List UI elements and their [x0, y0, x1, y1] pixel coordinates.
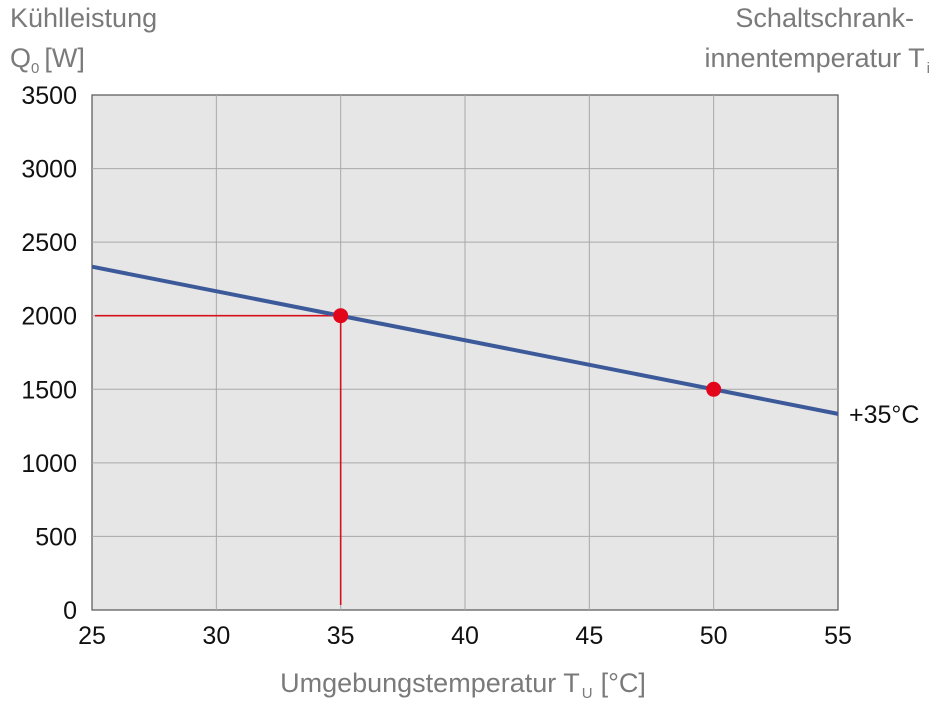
y-axis-unit: [W]	[44, 43, 85, 73]
y-tick-label: 500	[35, 523, 77, 551]
x-tick-label: 50	[700, 622, 728, 650]
x-tick-label: 45	[575, 622, 603, 650]
right-title-subscript: i	[927, 60, 930, 77]
x-tick-label: 25	[78, 622, 106, 650]
y-tick-label: 0	[63, 597, 77, 625]
y-axis-symbol: Q	[10, 43, 31, 73]
x-tick-labels: 25 30 35 40 45 50 55	[78, 622, 852, 650]
series-label: +35°C	[849, 401, 919, 429]
x-tick-label: 55	[824, 622, 852, 650]
y-axis-title-line2: Q0 [W]	[10, 43, 85, 77]
x-tick-label: 30	[202, 622, 230, 650]
y-tick-label: 1000	[21, 450, 77, 478]
y-tick-label: 1500	[21, 376, 77, 404]
x-tick-label: 40	[451, 622, 479, 650]
data-point-marker	[333, 308, 349, 324]
x-tick-label: 35	[327, 622, 355, 650]
x-axis-title-text: Umgebungstemperatur T	[280, 668, 580, 698]
y-tick-label: 3000	[21, 156, 77, 184]
x-axis-subscript: U	[582, 685, 593, 702]
reference-lines	[95, 314, 342, 605]
y-tick-label: 3500	[21, 82, 77, 110]
x-axis-title: Umgebungstemperatur T U [°C]	[280, 668, 646, 702]
y-tick-label: 2500	[21, 229, 77, 257]
data-point-marker	[706, 381, 722, 397]
x-axis-unit: [°C]	[601, 668, 646, 698]
right-title-text: innentemperatur T	[705, 43, 925, 73]
right-title-line1: Schaltschrank-	[735, 3, 914, 33]
y-axis-subscript: 0	[31, 60, 39, 77]
y-tick-labels: 0 500 1000 1500 2000 2500 3000 3500	[21, 82, 77, 625]
y-axis-title-line1: Kühlleistung	[10, 3, 157, 33]
y-tick-label: 2000	[21, 303, 77, 331]
data-markers	[333, 308, 722, 397]
grid-lines	[92, 95, 838, 610]
